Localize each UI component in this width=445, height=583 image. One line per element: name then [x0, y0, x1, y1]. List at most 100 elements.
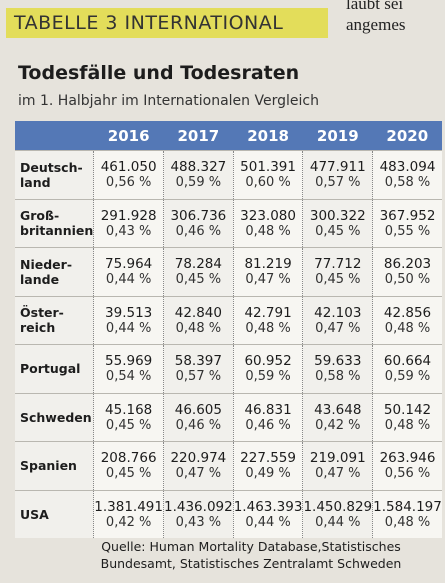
death-rate: 0,50 % — [384, 272, 431, 288]
death-count: 39.513 — [105, 304, 153, 321]
cell: 59.633 0,58 % — [302, 344, 373, 393]
death-count: 219.091 — [309, 450, 366, 467]
death-rate: 0,45 % — [315, 223, 361, 239]
cell: 81.219 0,47 % — [232, 247, 303, 296]
death-count: 1.436.092 — [164, 498, 233, 515]
death-count: 367.952 — [379, 207, 436, 224]
row-label: Spanien — [15, 441, 94, 490]
death-rate: 0,47 % — [315, 320, 361, 336]
death-count: 78.284 — [174, 256, 222, 273]
death-count: 58.397 — [174, 353, 222, 370]
row: Nieder- lande 75.964 0,44 % 78.284 0,45 % 81.… — [15, 247, 442, 296]
death-rate: 0,42 % — [315, 417, 361, 433]
cell: 42.840 0,48 % — [163, 295, 234, 345]
death-count: 208.766 — [100, 450, 157, 467]
death-rate: 0,45 % — [175, 272, 222, 288]
death-count: 1.584.197 — [373, 498, 442, 515]
death-rate: 0,48 % — [384, 417, 431, 433]
cell: 367.952 0,55 % — [372, 198, 442, 248]
death-count: 263.946 — [379, 450, 436, 467]
cell: 291.928 0,43 % — [93, 198, 164, 248]
cell: 42.103 0,47 % — [302, 295, 373, 345]
cell: 43.648 0,42 % — [302, 392, 373, 442]
death-rate: 0,47 % — [245, 272, 291, 288]
death-count: 1.450.829 — [303, 498, 373, 515]
death-rate: 0,58 % — [384, 175, 431, 191]
death-count: 477.911 — [309, 159, 366, 176]
header-row: 2016 2017 2018 2019 2020 — [15, 121, 442, 151]
column-header: 2018 — [233, 121, 303, 151]
death-rate: 0,49 % — [245, 466, 291, 482]
cell: 306.736 0,46 % — [163, 198, 234, 248]
death-rate: 0,48 % — [175, 320, 222, 336]
cell: 45.168 0,45 % — [93, 392, 164, 442]
cell: 263.946 0,56 % — [372, 441, 442, 490]
cell: 86.203 0,50 % — [372, 247, 442, 296]
cell: 323.080 0,48 % — [232, 198, 303, 248]
death-rate: 0,42 % — [105, 514, 152, 530]
cell: 488.327 0,59 % — [163, 150, 234, 199]
source: Quelle: Human Mortality Database,Statist… — [100, 539, 402, 571]
death-count: 55.969 — [105, 353, 153, 370]
death-count: 42.791 — [244, 304, 292, 321]
death-rate: 0,48 % — [245, 223, 291, 239]
death-count: 77.712 — [314, 256, 362, 273]
death-count: 86.203 — [383, 256, 432, 273]
death-rate: 0,46 % — [175, 223, 222, 239]
cell: 78.284 0,45 % — [163, 247, 234, 296]
death-count: 45.168 — [105, 401, 153, 418]
death-count: 220.974 — [170, 450, 227, 467]
row: USA 1.381.491 0,42 % 1.436.092 0,43 % 1.463.3… — [15, 489, 442, 538]
death-rate: 0,54 % — [105, 369, 152, 385]
death-rate: 0,59 % — [175, 175, 222, 191]
death-count: 81.219 — [244, 256, 292, 273]
cell: 483.094 0,58 % — [372, 150, 442, 199]
cell: 219.091 0,47 % — [302, 441, 373, 490]
death-rate: 0,55 % — [384, 223, 431, 239]
death-rate: 0,58 % — [315, 369, 361, 385]
subtitle: im 1. Halbjahr im Internationalen Vergle… — [18, 93, 319, 109]
death-rate: 0,46 % — [175, 417, 222, 433]
death-rate: 0,48 % — [384, 320, 431, 336]
death-rate: 0,60 % — [245, 175, 291, 191]
death-rate: 0,56 % — [384, 466, 431, 482]
row-label: Öster- reich — [15, 295, 94, 345]
cell: 501.391 0,60 % — [232, 150, 303, 199]
cell: 46.605 0,46 % — [163, 392, 234, 442]
death-count: 227.559 — [240, 450, 296, 467]
death-count: 42.840 — [174, 304, 222, 321]
cell: 42.791 0,48 % — [232, 295, 303, 345]
cell: 220.974 0,47 % — [163, 441, 234, 490]
death-count: 46.831 — [244, 401, 292, 418]
death-rate: 0,46 % — [245, 417, 291, 433]
cell: 1.450.829 0,44 % — [302, 489, 373, 538]
column-header: 2019 — [302, 121, 373, 151]
side-text: angemes — [346, 15, 406, 34]
death-count: 1.463.393 — [233, 498, 303, 515]
death-rate: 0,56 % — [105, 175, 152, 191]
row: Groß- britannien 291.928 0,43 % 306.736 0,46… — [15, 198, 442, 248]
death-rate: 0,57 % — [315, 175, 361, 191]
death-count: 1.381.491 — [94, 498, 163, 515]
row: Spanien 208.766 0,45 % 220.974 0,47 % 227.559… — [15, 441, 442, 490]
banner: TABELLE 3 INTERNATIONAL — [6, 8, 328, 38]
death-rate: 0,45 % — [105, 466, 152, 482]
death-rate: 0,44 % — [245, 514, 291, 530]
cell: 1.381.491 0,42 % — [93, 489, 164, 538]
row: Öster- reich 39.513 0,44 % 42.840 0,48 % 42.7… — [15, 295, 442, 345]
side-text: laubt sei — [346, 0, 404, 13]
death-rate: 0,47 % — [175, 466, 222, 482]
row: Deutsch- land 461.050 0,56 % 488.327 0,59 % 5… — [15, 150, 442, 199]
death-rate: 0,47 % — [315, 466, 361, 482]
title: Todesfälle und Todesraten — [18, 62, 300, 84]
row: Portugal 55.969 0,54 % 58.397 0,57 % 60.952 0,… — [15, 344, 442, 393]
death-count: 59.633 — [314, 353, 362, 370]
death-count: 323.080 — [240, 207, 296, 224]
death-count: 75.964 — [105, 256, 153, 273]
death-rate: 0,45 % — [105, 417, 152, 433]
row: Schweden 45.168 0,45 % 46.605 0,46 % 46.831 0,… — [15, 392, 442, 442]
cell: 227.559 0,49 % — [232, 441, 303, 490]
death-rate: 0,43 % — [175, 514, 222, 530]
column-header: 2020 — [372, 121, 442, 151]
cell: 477.911 0,57 % — [302, 150, 373, 199]
